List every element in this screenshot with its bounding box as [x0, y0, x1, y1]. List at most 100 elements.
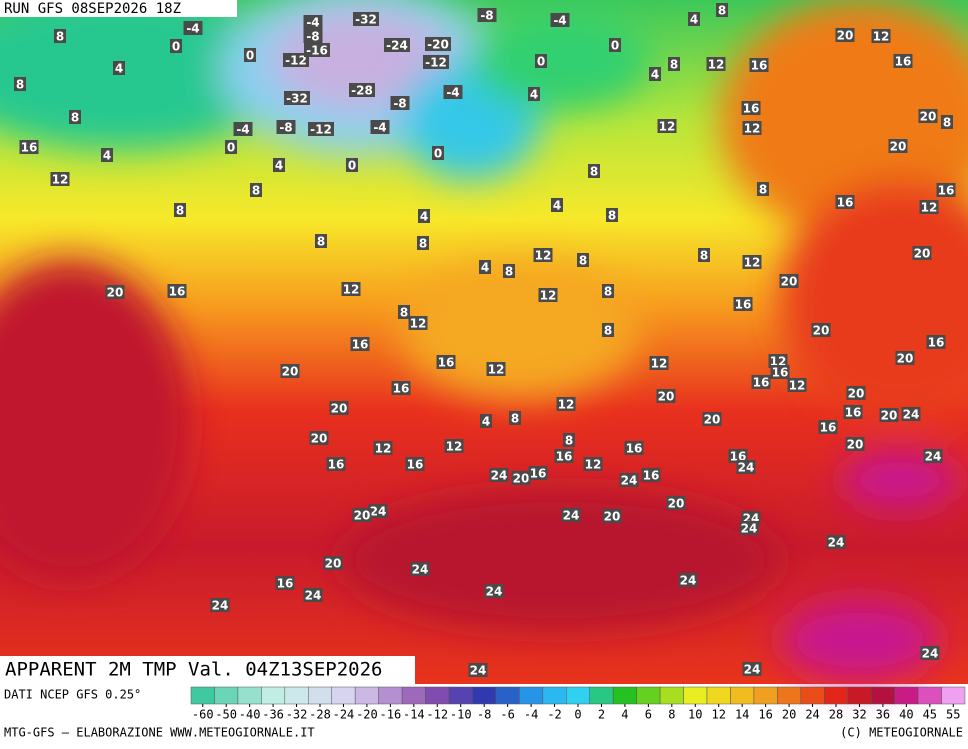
colorbar-box	[237, 686, 262, 705]
colorbar-box	[917, 686, 942, 705]
map-label: 12	[52, 173, 69, 187]
map-label: -4	[306, 16, 319, 30]
label-box	[329, 401, 349, 415]
label-box	[926, 335, 946, 349]
colorbar-box	[472, 686, 497, 705]
map-label: 0	[227, 141, 235, 155]
map-label: 8	[604, 324, 612, 338]
colorbar-label: -60	[192, 708, 214, 722]
label-box	[923, 449, 943, 463]
label-box	[250, 183, 262, 197]
map-label: 12	[789, 379, 806, 393]
colorbar-box	[683, 686, 708, 705]
map-label: 12	[535, 249, 552, 263]
map-label: 12	[659, 120, 676, 134]
label-box	[349, 83, 375, 97]
map-label: 24	[305, 589, 322, 603]
map-label: 8	[608, 209, 616, 223]
map-label: -4	[553, 14, 566, 28]
map-label: 20	[848, 387, 865, 401]
map-label: 24	[744, 663, 761, 677]
label-box	[304, 43, 330, 57]
label-box	[606, 208, 618, 222]
map-label: 24	[828, 536, 845, 550]
map-label: 16	[626, 442, 643, 456]
label-box	[444, 439, 464, 453]
label-box	[468, 663, 488, 677]
map-label: 16	[328, 458, 345, 472]
label-box	[561, 508, 581, 522]
label-box	[183, 21, 203, 35]
map-label: 12	[744, 256, 761, 270]
label-box	[276, 120, 296, 134]
label-box	[751, 375, 771, 389]
colorbar-box	[214, 686, 239, 705]
label-box	[871, 29, 891, 43]
colorbar-label: 10	[688, 708, 702, 722]
label-box	[716, 3, 728, 17]
label-box	[283, 53, 309, 67]
run-box	[0, 0, 237, 17]
label-box	[602, 509, 622, 523]
label-box	[742, 121, 762, 135]
label-box	[779, 274, 799, 288]
map-label: 16	[743, 102, 760, 116]
map-label: 20	[282, 365, 299, 379]
credit-text: MTG-GFS — ELABORAZIONE WWW.METEOGIORNALE…	[4, 726, 315, 740]
label-box	[370, 120, 390, 134]
colorbar-label: 16	[758, 708, 772, 722]
label-box	[384, 38, 410, 52]
label-box	[533, 248, 553, 262]
map-label: -4	[236, 123, 249, 137]
map-label: 16	[530, 467, 547, 481]
colorbar-box	[566, 686, 590, 705]
map-label: 16	[407, 458, 424, 472]
colorbar-label: 2	[598, 708, 605, 722]
label-box	[225, 140, 237, 154]
map-label: -4	[186, 22, 199, 36]
colorbar-label: 12	[712, 708, 726, 722]
map-label: 24	[370, 505, 387, 519]
map-label: -12	[425, 56, 447, 70]
map-label: -8	[279, 121, 292, 135]
map-label: 20	[914, 247, 931, 261]
colorbar-box	[284, 686, 309, 705]
map-label: -28	[351, 84, 373, 98]
map-label: 8	[759, 183, 767, 197]
map-label: 16	[556, 450, 573, 464]
colorbar-label: -28	[309, 708, 331, 722]
label-box	[425, 37, 451, 51]
colorbar-label: 0	[574, 708, 581, 722]
map-label: 8	[56, 30, 64, 44]
map-label: 16	[928, 336, 945, 350]
label-box	[528, 87, 540, 101]
colorbar-box	[589, 686, 614, 705]
label-box	[303, 588, 323, 602]
label-box	[479, 260, 491, 274]
map-label: 24	[738, 461, 755, 475]
map-label: 16	[352, 338, 369, 352]
map-label: 0	[172, 40, 180, 54]
label-box	[843, 405, 863, 419]
map-label: 4	[651, 68, 659, 82]
colorbar-box	[190, 686, 215, 705]
map-label: -4	[373, 121, 386, 135]
label-box	[509, 411, 521, 425]
map-label: 24	[563, 509, 580, 523]
colorbar-box	[308, 686, 332, 705]
colorbar-box	[659, 686, 684, 705]
map-label: 12	[744, 122, 761, 136]
colorbar-label: -36	[262, 708, 284, 722]
label-box	[918, 109, 938, 123]
label-box	[352, 508, 372, 522]
label-box	[736, 460, 756, 474]
map-label: 4	[482, 415, 490, 429]
map-label: 20	[311, 432, 328, 446]
map-label: 12	[873, 30, 890, 44]
colorbar-box	[894, 686, 919, 705]
label-box	[551, 198, 563, 212]
map-label: 12	[375, 442, 392, 456]
label-box	[417, 236, 429, 250]
label-box	[901, 407, 921, 421]
